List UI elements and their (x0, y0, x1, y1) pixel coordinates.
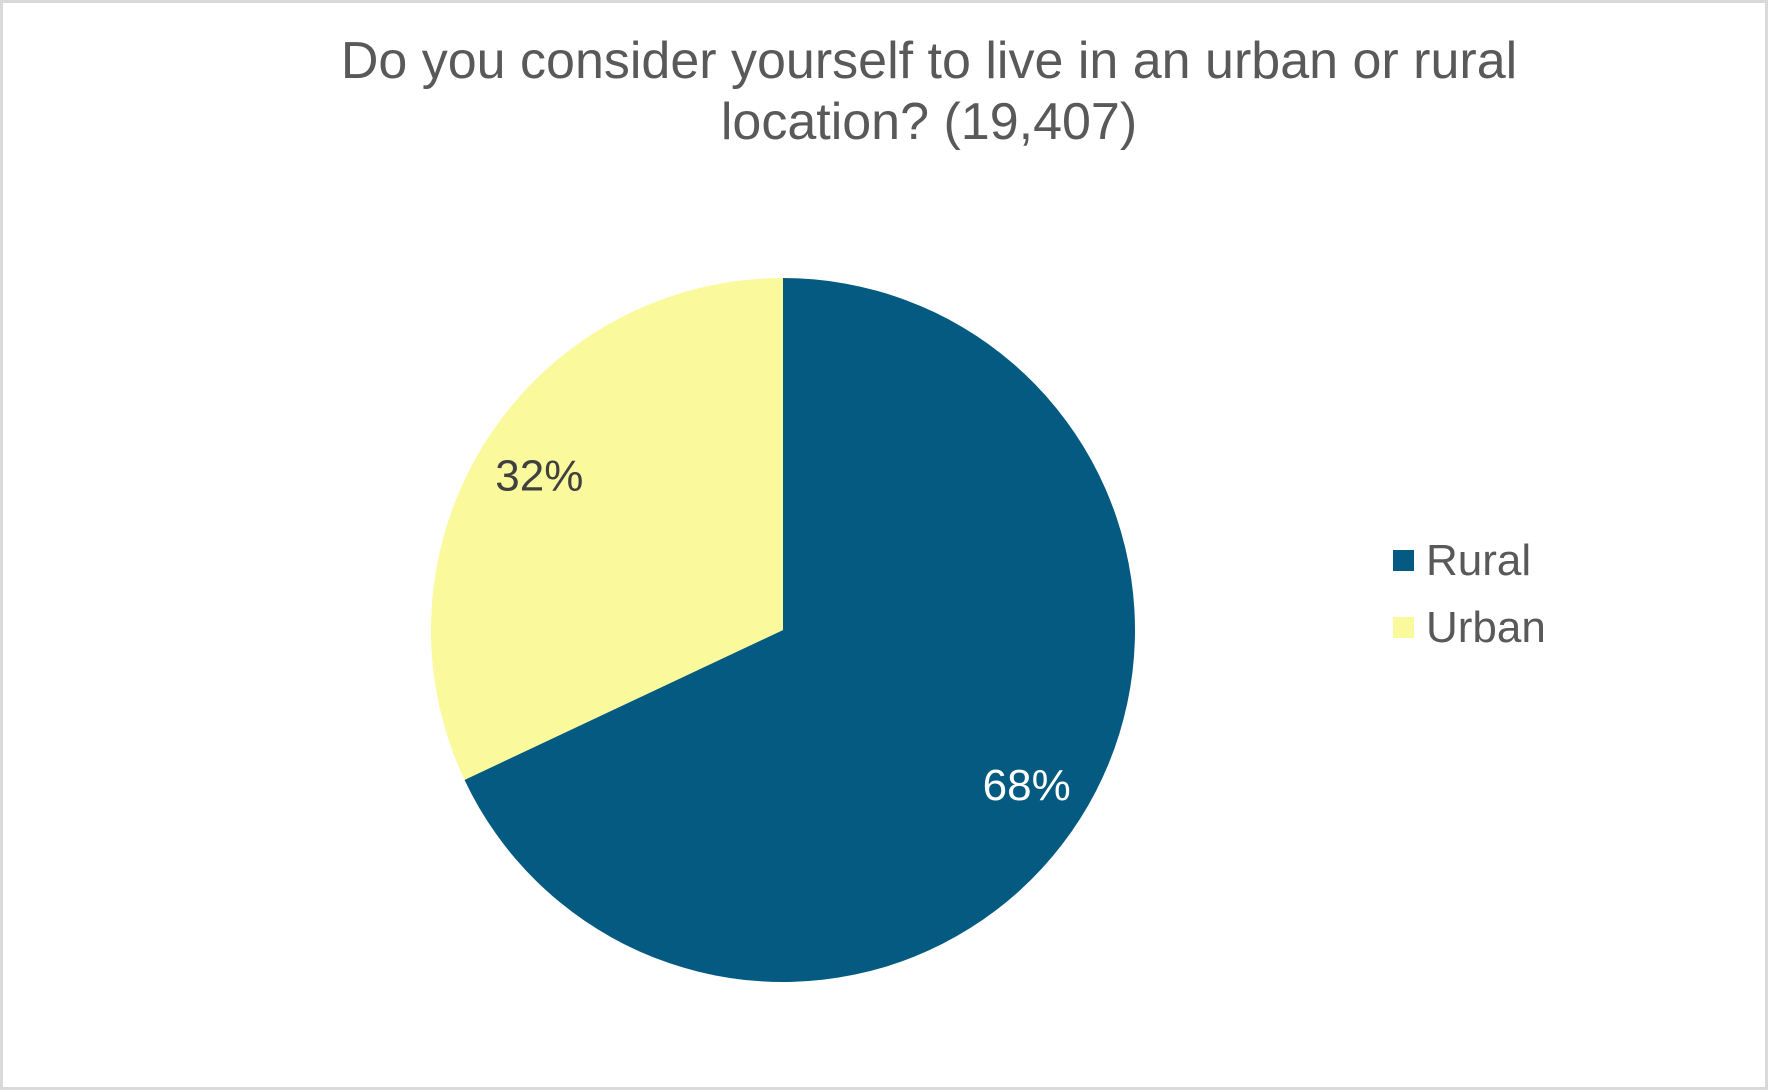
legend-swatch-urban (1393, 617, 1414, 638)
chart-title-line1: Do you consider yourself to live in an u… (340, 32, 1518, 90)
data-label-urban: 32% (495, 452, 583, 501)
legend: Rural Urban (1393, 533, 1546, 667)
legend-label-rural: Rural (1426, 535, 1532, 585)
chart-title: Do you consider yourself to live in an u… (229, 31, 1629, 153)
pie-slice-urban (430, 278, 783, 780)
legend-item-urban: Urban (1393, 600, 1546, 655)
pie-slice-rural (464, 278, 1136, 982)
chart-title-line2: location? (19,407) (720, 93, 1138, 151)
pie-svg: 68% 32% (430, 278, 1136, 982)
legend-swatch-rural (1393, 550, 1414, 571)
legend-item-rural: Rural (1393, 533, 1546, 588)
pie-chart: 68% 32% (430, 278, 1136, 982)
legend-label-urban: Urban (1426, 602, 1546, 652)
data-label-rural: 68% (983, 761, 1071, 810)
